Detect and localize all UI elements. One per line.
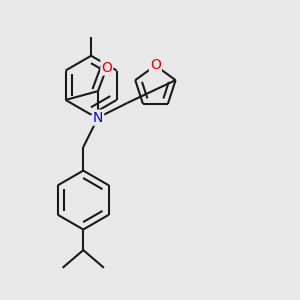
Text: N: N xyxy=(93,111,103,124)
Text: O: O xyxy=(150,58,161,73)
Text: O: O xyxy=(101,61,112,75)
